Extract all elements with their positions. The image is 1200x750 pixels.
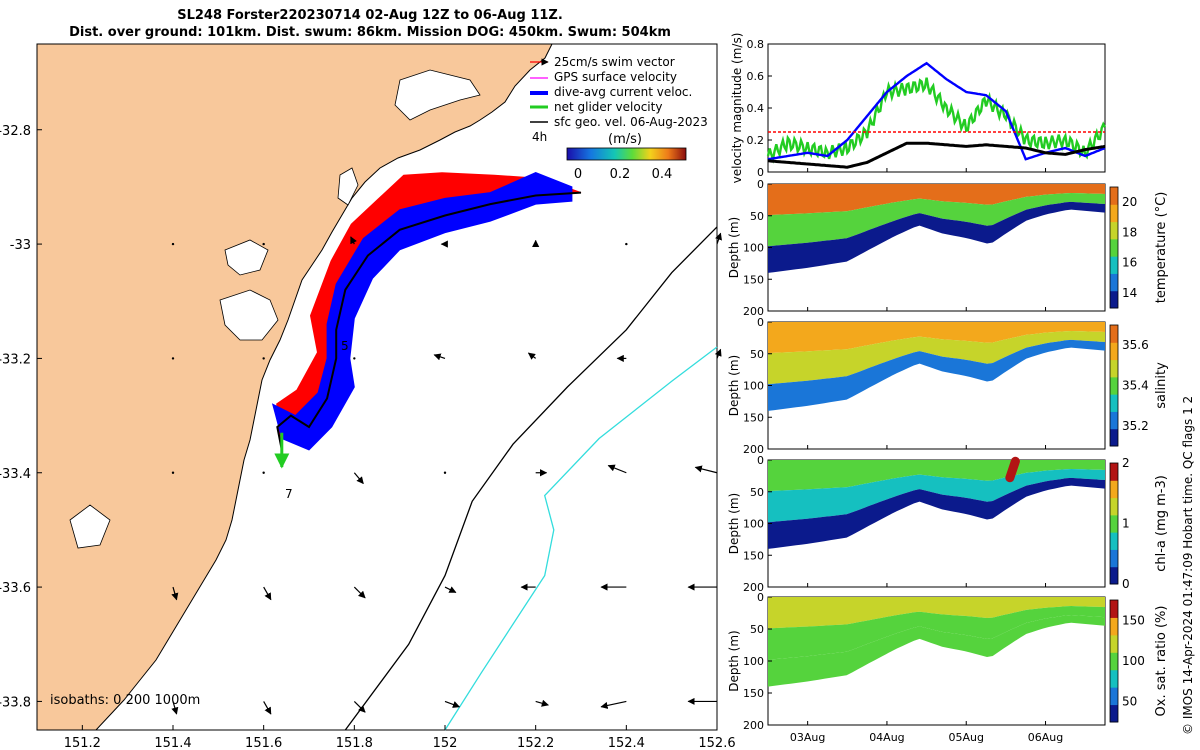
- map-y-tick-label: -32.8: [0, 124, 31, 139]
- surface-current-point: [171, 242, 175, 246]
- lake-feature: [440, 585, 478, 625]
- map-frame: [36, 43, 718, 731]
- map-x-tick-label: 151.6: [245, 736, 282, 750]
- surface-current-arrow: [353, 472, 364, 485]
- map-x-tick-label: 152.4: [608, 736, 645, 750]
- isobath-1000m-line: [444, 346, 718, 731]
- surface-current-arrow: [527, 352, 537, 360]
- isobath-200m-line: [344, 226, 718, 731]
- surface-current-arrow: [535, 699, 549, 707]
- map-y-tick-label: -33: [10, 238, 31, 253]
- legend-4h-label: 4h: [532, 130, 547, 144]
- surface-current-arrow: [715, 232, 722, 245]
- track-label-5: 5: [341, 339, 349, 353]
- surface-current-point: [262, 471, 265, 474]
- surface-current-arrow: [444, 700, 461, 708]
- colorbar-label: (m/s): [608, 132, 642, 147]
- surface-current-arrow: [433, 353, 446, 361]
- surface-current-arrow: [353, 586, 366, 599]
- surface-current-arrow: [600, 700, 627, 709]
- map-y-tick-label: -33.4: [0, 467, 31, 482]
- chart-title-line1: SL248 Forster220230714 02-Aug 12Z to 06-…: [177, 8, 563, 23]
- glider-track-line: [276, 191, 582, 451]
- colorbar-tick: 0: [574, 167, 582, 182]
- surface-current-point: [625, 242, 628, 246]
- chart-title-line2: Dist. over ground: 101km. Dist. swum: 86…: [69, 25, 671, 40]
- map-x-tick-label: 151.4: [154, 736, 191, 750]
- surface-current-arrow: [694, 465, 718, 474]
- surface-current-arrow: [350, 236, 357, 245]
- lake-feature: [219, 289, 279, 341]
- isobath-label: isobaths: 0 200 1000m: [50, 693, 200, 708]
- legend-entry: 25cm/s swim vector: [554, 55, 675, 69]
- land-area: [37, 44, 553, 730]
- surface-current-point: [171, 357, 175, 360]
- surface-current-arrow: [171, 701, 179, 715]
- lake-feature: [69, 504, 111, 549]
- legend-entry: GPS surface velocity: [554, 70, 677, 84]
- surface-current-arrow: [263, 586, 272, 601]
- surface-current-arrow: [171, 586, 179, 601]
- map-y-tick-label: -33.8: [0, 695, 31, 710]
- surface-current-arrow: [607, 464, 627, 474]
- surface-current-arrow: [353, 700, 366, 713]
- legend-entry: net glider velocity: [554, 100, 662, 114]
- surface-current-point: [353, 357, 356, 360]
- colorbar-tick: 0.4: [652, 167, 673, 182]
- surface-current-arrow: [714, 348, 722, 359]
- lake-feature: [394, 69, 481, 121]
- credit-text: © IMOS 14-Apr-2024 01:47:09 Hobart time.…: [1181, 395, 1195, 735]
- colorbar-tick: 0.2: [610, 167, 631, 182]
- surface-current-point: [443, 471, 447, 474]
- map-x-tick-label: 151.8: [336, 736, 373, 750]
- map-y-tick-label: -33.6: [0, 581, 31, 596]
- map-legend: 25cm/s swim vector GPS surface velocity …: [530, 55, 708, 144]
- surface-current-point: [262, 242, 265, 246]
- map-x-tick-label: 152.2: [517, 736, 554, 750]
- legend-entry: sfc geo. vel. 06-Aug-2023: [554, 115, 708, 129]
- surface-current-point: [262, 357, 265, 360]
- track-label-7: 7: [285, 487, 293, 501]
- surface-current-point: [171, 471, 175, 474]
- legend-entry: dive-avg current veloc.: [554, 85, 692, 99]
- lake-feature: [337, 167, 359, 206]
- map-x-tick-label: 152: [433, 736, 458, 750]
- surface-current-arrow: [263, 701, 272, 715]
- speed-colorbar: (m/s) 0 0.2 0.4: [566, 132, 687, 182]
- lake-feature: [224, 239, 269, 276]
- surface-current-arrow: [444, 586, 457, 594]
- map-y-tick-label: -33.2: [0, 352, 31, 367]
- map-x-tick-label: 151.2: [64, 736, 101, 750]
- map-x-tick-label: 152.6: [698, 736, 735, 750]
